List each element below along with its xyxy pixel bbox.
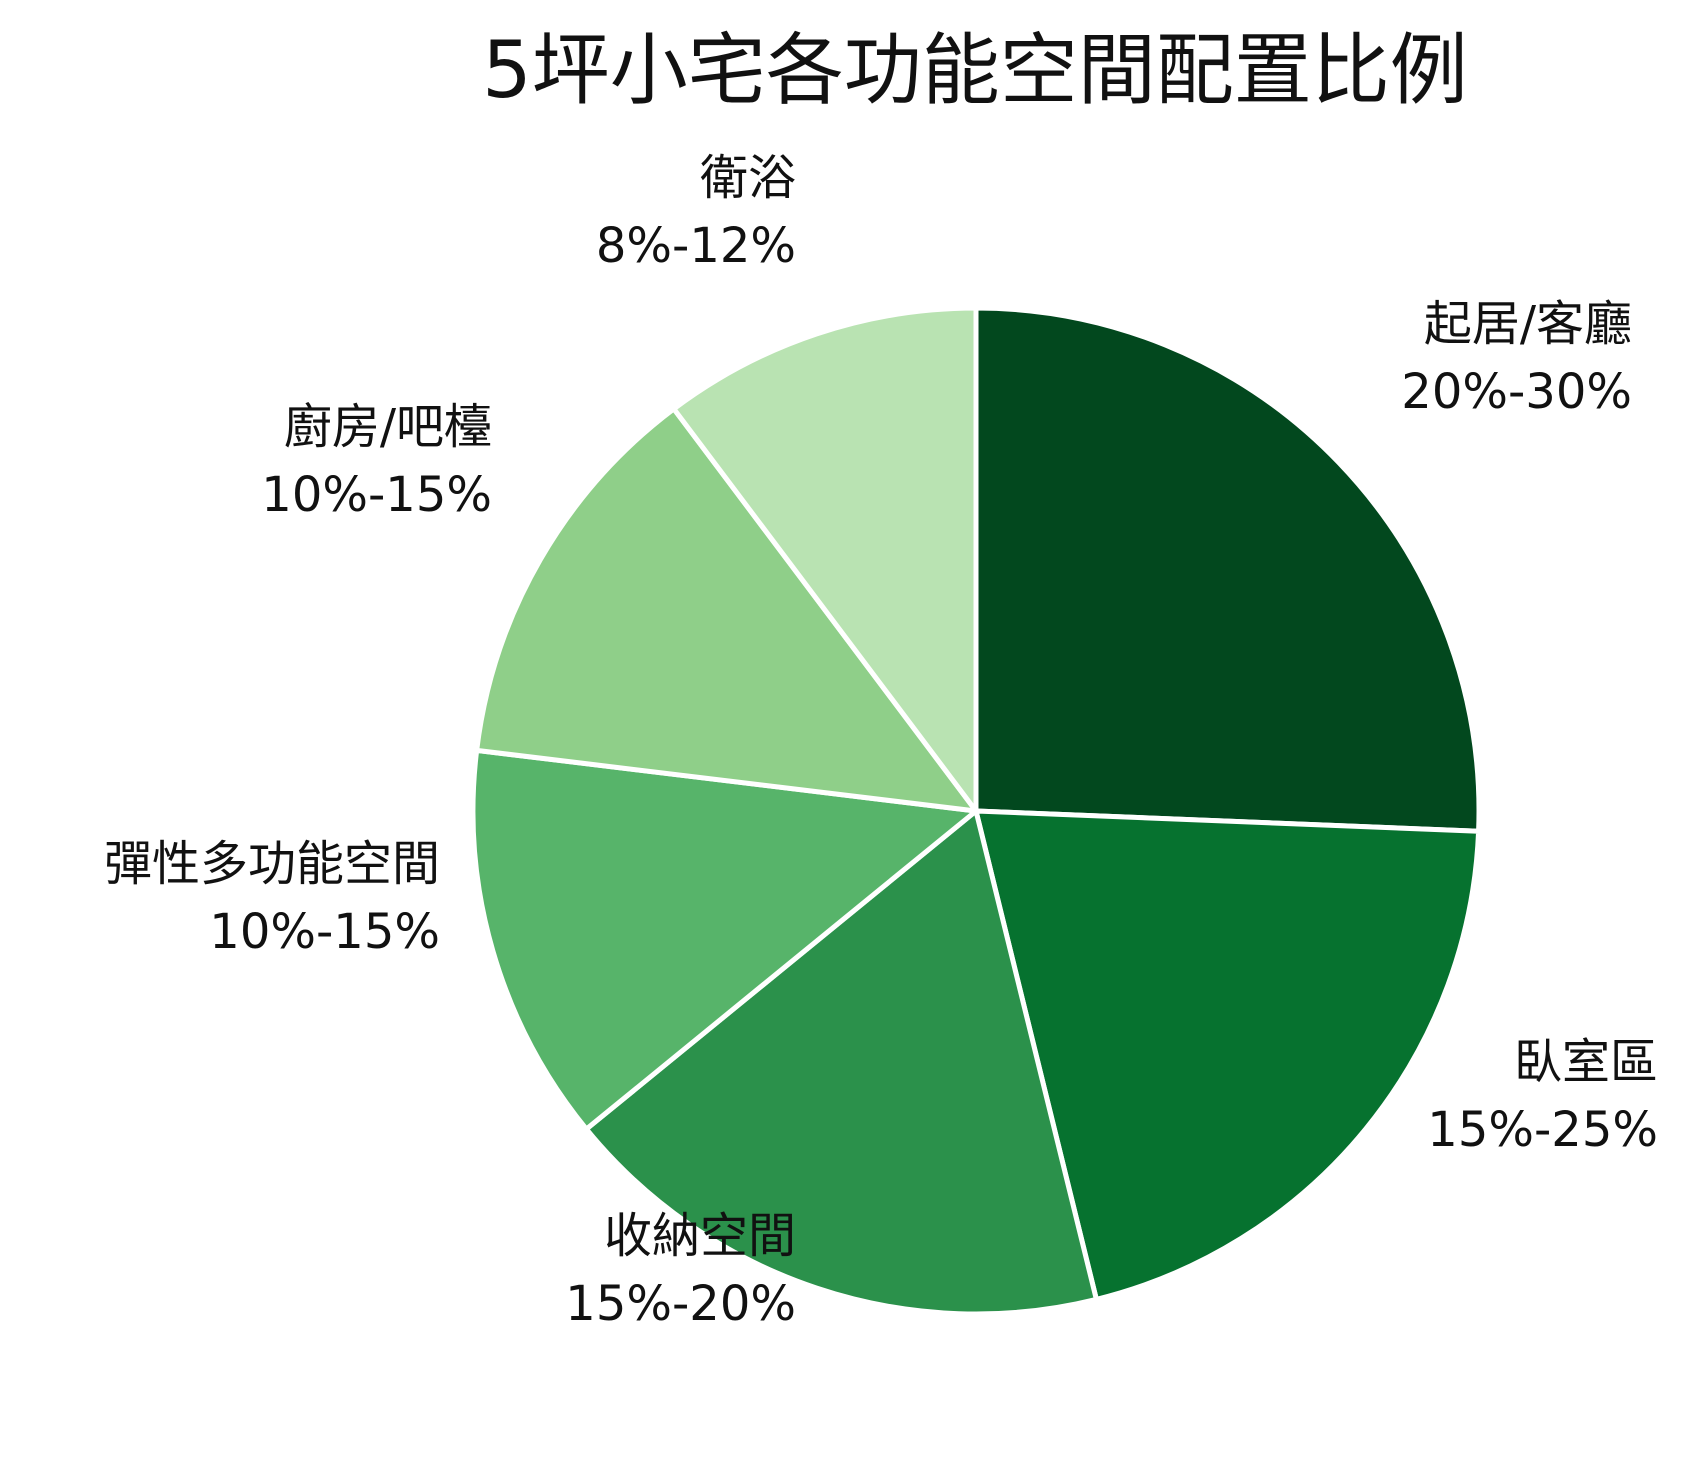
pie-slice <box>973 305 1482 834</box>
chart-title: 5坪小宅各功能空間配置比例 <box>482 26 1468 116</box>
slice-label: 收納空間 <box>604 1208 796 1264</box>
slice-range-label: 8%-12% <box>596 218 796 274</box>
slice-label: 廚房/吧檯 <box>284 399 492 455</box>
slice-label: 臥室區 <box>1514 1034 1658 1090</box>
pie-slice <box>973 808 1482 1302</box>
pie-slice <box>470 747 979 1132</box>
slice-range-label: 10%-15% <box>261 467 492 523</box>
pie-slice <box>474 406 979 814</box>
slice-label: 衛浴 <box>700 150 796 206</box>
slice-label: 彈性多功能空間 <box>104 836 440 892</box>
pie-slices <box>470 305 1482 1317</box>
slice-labels: 起居/客廳 20%-30% 臥室區 15%-25% 收納空間 15%-20% 彈性多功能空間… <box>104 150 1658 1332</box>
slice-range-label: 15%-25% <box>1427 1102 1658 1158</box>
slice-range-label: 20%-30% <box>1401 364 1632 420</box>
slice-range-label: 15%-20% <box>565 1276 796 1332</box>
pie-slice <box>583 808 1099 1317</box>
slice-label: 起居/客廳 <box>1424 296 1632 352</box>
slice-range-label: 10%-15% <box>209 904 440 960</box>
pie-slice <box>671 305 979 814</box>
